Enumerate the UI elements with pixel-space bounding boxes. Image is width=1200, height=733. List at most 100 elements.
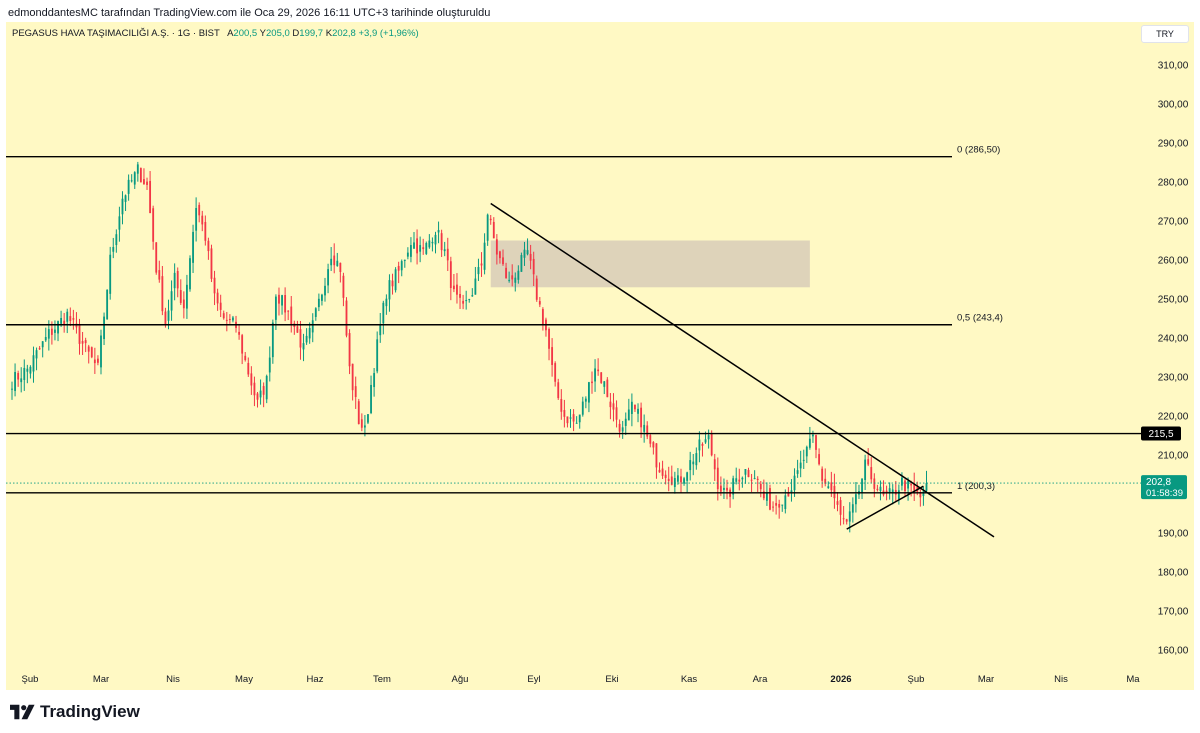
candle xyxy=(311,313,314,343)
candle xyxy=(483,233,486,275)
candle xyxy=(667,466,670,492)
candle xyxy=(680,468,682,493)
candle-body xyxy=(680,476,682,483)
candle xyxy=(824,468,827,487)
candle-body xyxy=(41,341,44,348)
candle xyxy=(471,288,474,297)
candle-body xyxy=(121,198,124,215)
candle-body xyxy=(551,347,554,365)
candle-body xyxy=(327,269,330,286)
candle-body xyxy=(474,278,477,295)
candle-body xyxy=(891,489,894,494)
candle xyxy=(815,434,817,459)
candle-body xyxy=(164,311,167,325)
candle-body xyxy=(784,495,787,510)
candle-body xyxy=(437,230,440,233)
candle-body xyxy=(904,480,906,492)
candle xyxy=(753,470,756,480)
price-tick-label: 290,00 xyxy=(1158,139,1189,150)
candle-body xyxy=(922,491,925,496)
candle-body xyxy=(802,459,805,461)
candle xyxy=(127,174,130,201)
candle-body xyxy=(630,401,633,414)
candle-body xyxy=(410,245,412,257)
candle xyxy=(170,280,173,321)
candle-body xyxy=(324,285,326,296)
candle xyxy=(609,393,612,420)
candle xyxy=(655,443,658,479)
candle xyxy=(146,177,148,190)
candle-body xyxy=(790,490,793,492)
time-tick-label: Nis xyxy=(1054,674,1068,685)
candle-body xyxy=(139,168,142,183)
candle-body xyxy=(584,398,587,402)
candle xyxy=(336,252,339,267)
candle-body xyxy=(499,251,501,259)
candle xyxy=(606,377,609,398)
tradingview-logo[interactable]: TradingView xyxy=(10,702,140,722)
candle xyxy=(658,462,661,473)
candle xyxy=(664,470,667,485)
candle-body xyxy=(367,414,369,423)
candle-body xyxy=(723,487,725,490)
candle-body xyxy=(161,276,164,312)
candle xyxy=(281,294,283,315)
candle xyxy=(69,307,72,327)
candle xyxy=(499,250,501,264)
time-tick-label: Haz xyxy=(307,674,324,685)
candle-body xyxy=(413,242,415,249)
candle xyxy=(87,344,90,364)
candle-body xyxy=(124,195,127,202)
candle xyxy=(293,320,296,335)
candle xyxy=(253,376,256,407)
candle-body xyxy=(854,494,857,505)
candle xyxy=(333,243,336,274)
candle xyxy=(385,294,388,315)
candle-body xyxy=(440,233,443,251)
candle xyxy=(391,273,394,295)
candle-body xyxy=(388,280,391,300)
candle xyxy=(278,287,280,316)
candle-body xyxy=(360,419,363,428)
current-price-badge xyxy=(1141,475,1187,500)
candle-body xyxy=(259,390,262,398)
candle xyxy=(492,217,495,239)
candle-body xyxy=(873,478,876,489)
candle-body xyxy=(23,367,26,380)
candle-body xyxy=(670,476,673,485)
candle-body xyxy=(425,243,428,254)
candle xyxy=(305,328,308,345)
candle xyxy=(839,496,842,526)
candle-body xyxy=(357,401,360,425)
candle xyxy=(805,445,808,464)
candle xyxy=(158,260,161,283)
candle-body xyxy=(133,172,136,185)
candle xyxy=(103,312,105,346)
candle xyxy=(121,191,124,225)
candle-body xyxy=(535,278,538,300)
candle-body xyxy=(158,270,161,280)
price-tick-label: 310,00 xyxy=(1158,61,1189,72)
candle-body xyxy=(173,272,176,289)
chart-frame[interactable]: 0 (286,50) 0,5 (243,4) 1 (200,3) 310,00 300… xyxy=(6,22,1194,690)
candle xyxy=(535,275,538,302)
chart-canvas[interactable]: 0 (286,50) 0,5 (243,4) 1 (200,3) 310,00 300… xyxy=(6,22,1194,690)
candle xyxy=(388,274,391,312)
candle xyxy=(627,398,630,421)
candle-body xyxy=(47,329,50,339)
candle xyxy=(572,409,575,432)
candle xyxy=(600,372,603,384)
price-tick-label: 250,00 xyxy=(1158,295,1189,306)
candle-body xyxy=(566,416,569,424)
candle xyxy=(854,481,857,513)
price-tick-label: 280,00 xyxy=(1158,178,1189,189)
candle-body xyxy=(480,263,483,266)
currency-button[interactable]: TRY xyxy=(1141,25,1189,43)
candle xyxy=(879,480,882,501)
candle xyxy=(551,338,554,377)
candle xyxy=(894,480,897,501)
time-tick-label: Mar xyxy=(978,674,994,685)
level-price-badge-text: 215,5 xyxy=(1148,429,1173,440)
candle-body xyxy=(434,234,437,245)
candle xyxy=(907,477,909,501)
